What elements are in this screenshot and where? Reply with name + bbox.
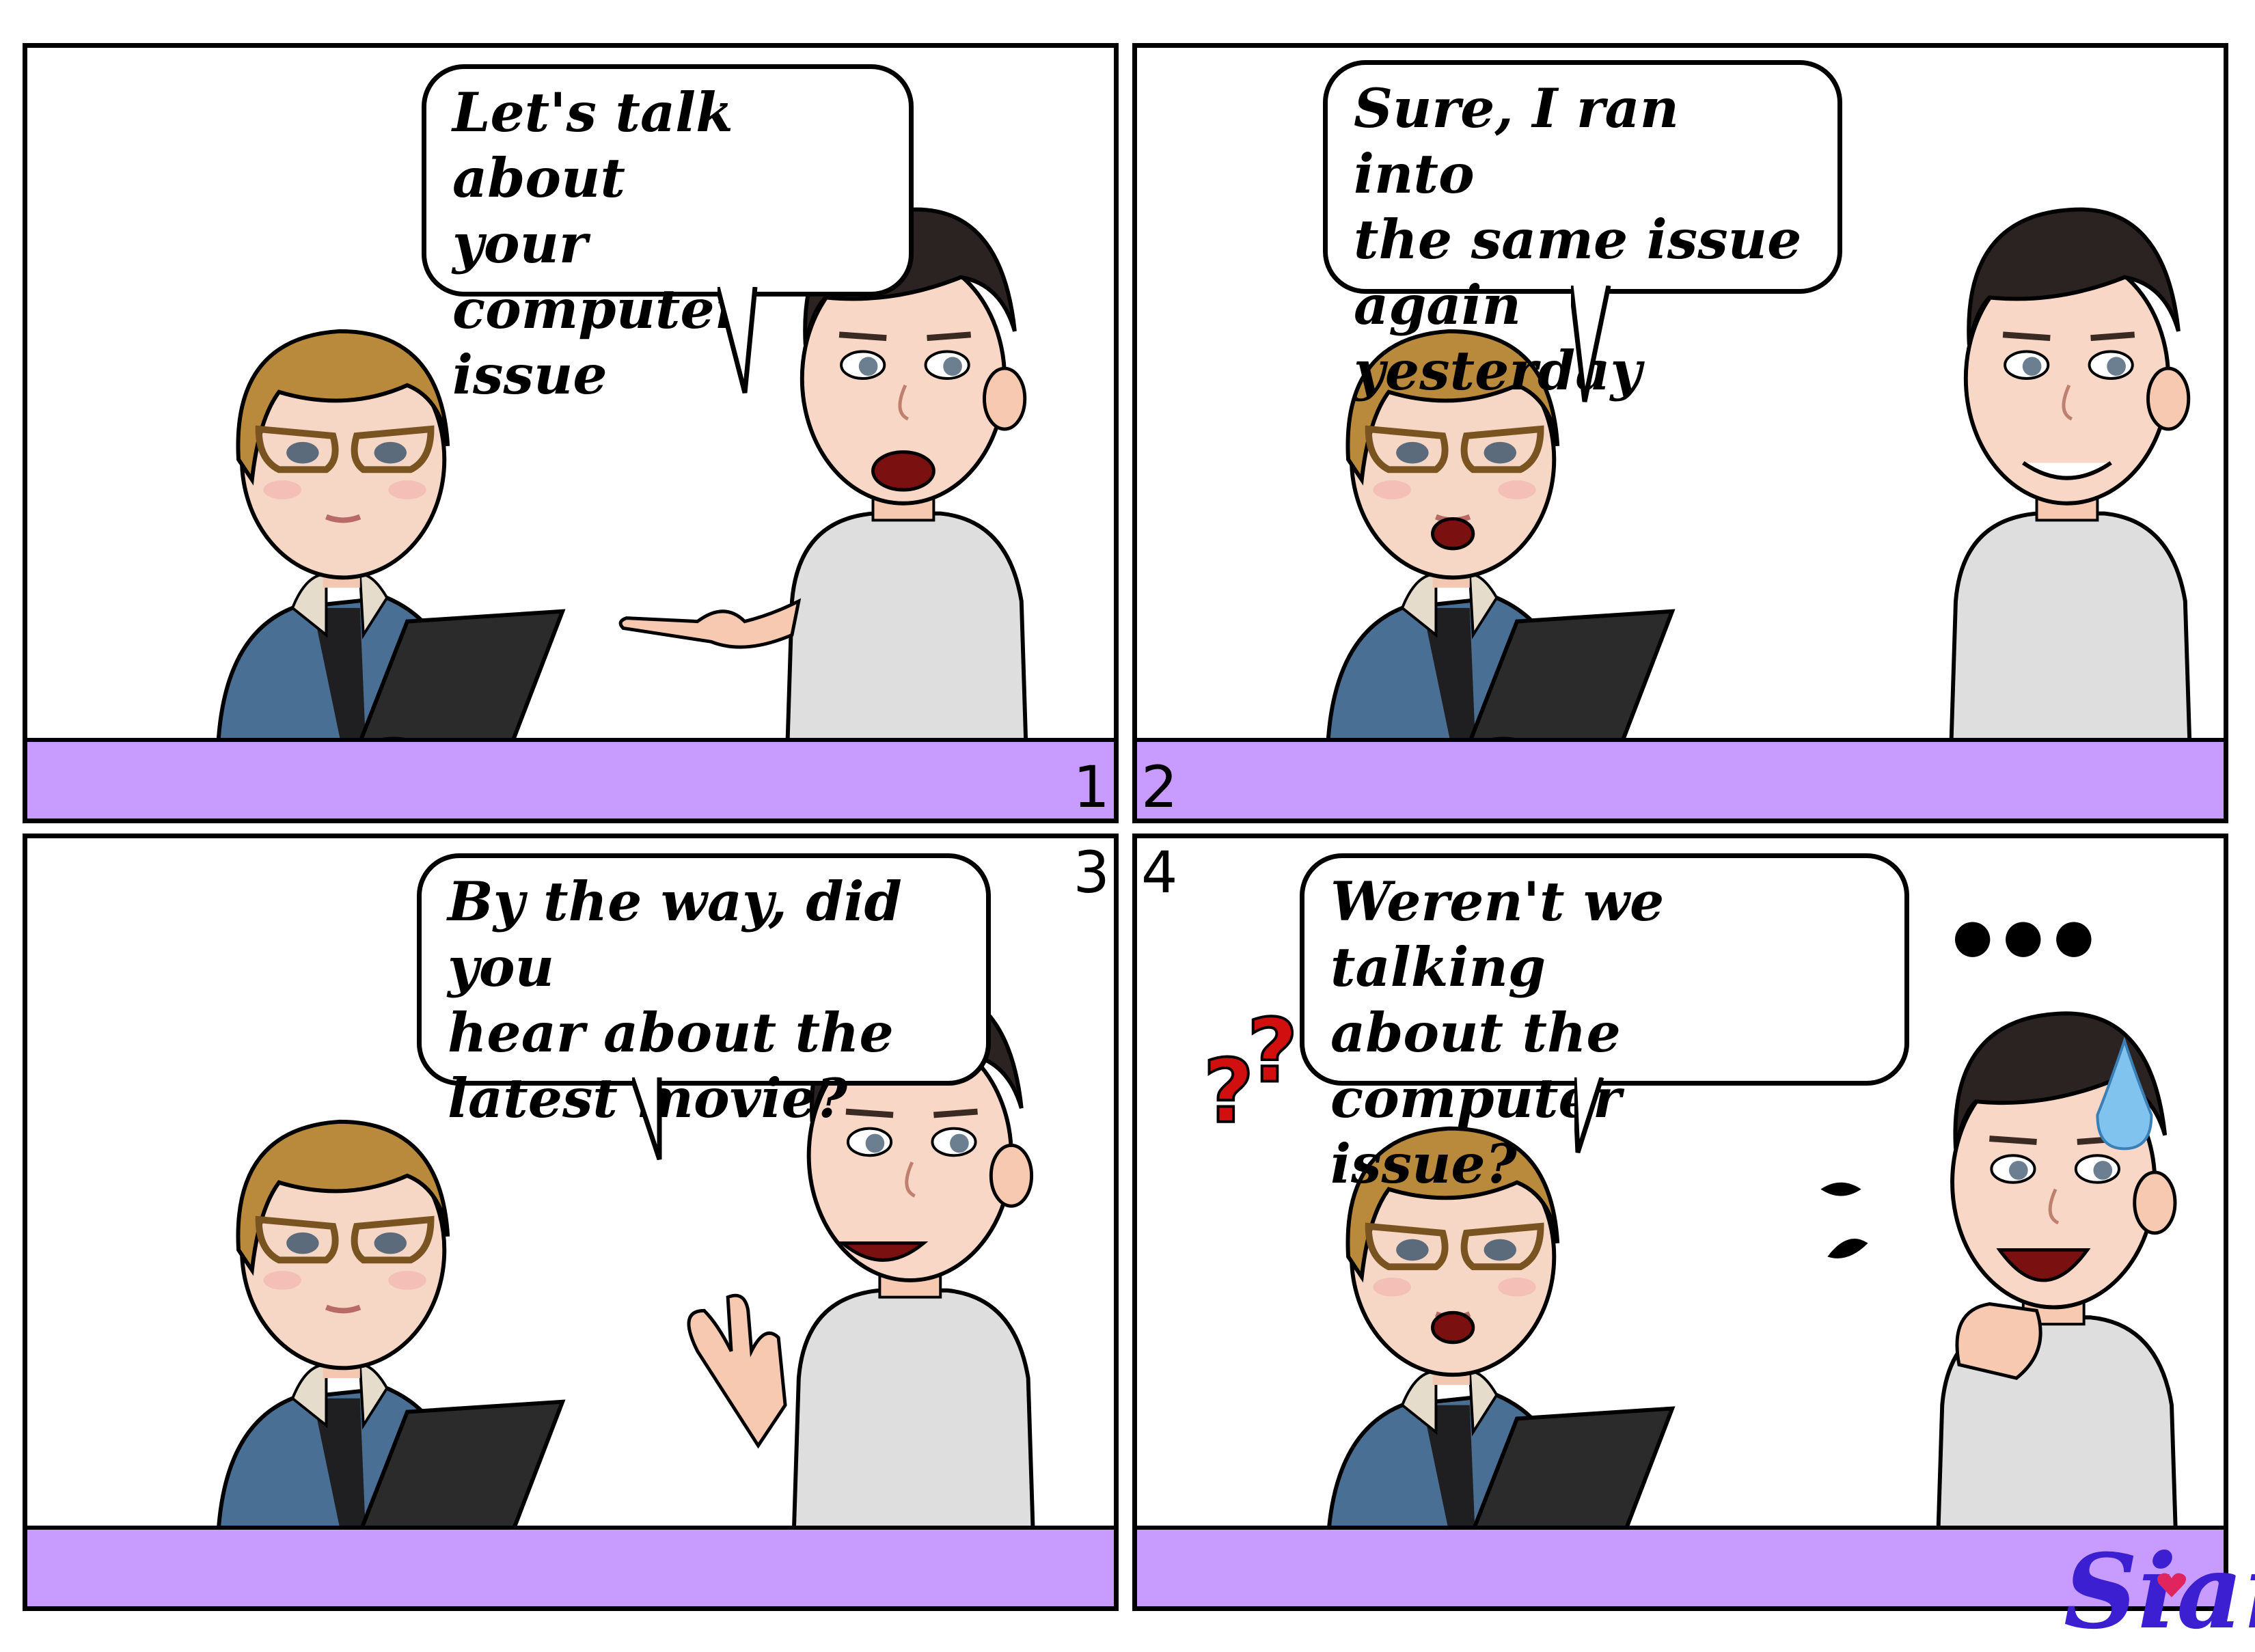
speech-bubble-4: Weren't we talking about the computer is…: [1300, 853, 1909, 1196]
man-figure: [1949, 210, 2192, 817]
ellipsis-dot: [2056, 922, 2092, 957]
desk-surface: [1137, 738, 2224, 818]
surprise-mark: [1827, 1239, 1868, 1258]
ellipsis-dot: [2006, 922, 2041, 957]
desk-surface: [27, 1526, 1114, 1606]
panel-2-illustration: [1137, 48, 2224, 818]
comic-panel-2: Sure, I ran into the same issue again ye…: [1132, 43, 2228, 823]
sweat-drop-icon: [2096, 1036, 2153, 1151]
desk-surface: [1137, 1526, 2224, 1606]
heart-icon: [2157, 1573, 2186, 1597]
speech-bubble-3: By the way, did you hear about the lates…: [417, 853, 991, 1130]
panel-number-1: 1: [1073, 754, 1110, 821]
comic-panel-4: ? ? Weren't we talking about the compute…: [1132, 834, 2228, 1611]
woman-at-laptop-figure: [218, 1122, 562, 1584]
man-figure: [785, 210, 1028, 817]
question-mark-icon: ?: [1247, 1001, 1298, 1103]
ellipsis-dot: [1954, 922, 1991, 957]
panel-number-4: 4: [1141, 839, 1178, 906]
speech-bubble-2: Sure, I ran into the same issue again ye…: [1323, 60, 1842, 402]
panel-1-illustration: [27, 48, 1114, 818]
comic-panel-3: By the way, did you hear about the lates…: [23, 834, 1119, 1611]
desk-surface: [27, 738, 1114, 818]
surprise-mark: [1820, 1182, 1861, 1196]
question-mark-icon: ?: [1203, 1041, 1254, 1143]
speech-bubble-1: Let's talk about your computer issue: [422, 64, 914, 407]
panel-4-illustration: ? ?: [1202, 922, 2224, 1606]
comic-panel-1: Let's talk about your computer issue 1: [23, 43, 1119, 823]
artist-signature: Sian: [2064, 1532, 2255, 1652]
woman-at-laptop-figure: [1328, 1129, 1672, 1591]
speech-bubble-tail: [1574, 1077, 1604, 1154]
panel-number-2: 2: [1141, 754, 1178, 821]
speech-bubble-tail: [718, 287, 758, 394]
panel-number-3: 3: [1073, 839, 1110, 906]
speech-bubble-tail: [1571, 286, 1611, 402]
speech-bubble-tail: [632, 1077, 662, 1161]
panel-3-illustration: [27, 838, 1114, 1606]
